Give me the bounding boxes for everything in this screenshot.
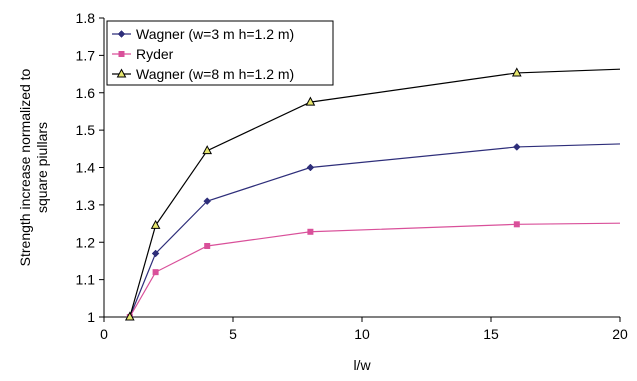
x-axis-ticks: 0 5 10 15 20 — [100, 317, 628, 342]
y-tick-label: 1.4 — [76, 160, 96, 176]
data-point — [202, 145, 213, 155]
data-point — [512, 143, 521, 151]
legend-label: Wagner (w=3 m h=1.2 m) — [136, 26, 294, 42]
legend-marker — [117, 30, 126, 38]
x-axis-label: l/w — [353, 357, 371, 373]
y-tick-label: 1 — [87, 309, 95, 325]
y-axis-label-line: Strength increase normalized to — [17, 68, 33, 266]
y-tick-label: 1.6 — [76, 85, 96, 101]
legend-item: Ryder — [112, 46, 174, 62]
data-point — [152, 269, 159, 276]
legend-label: Wagner (w=8 m h=1.2 m) — [136, 66, 294, 82]
x-tick-label: 20 — [612, 326, 628, 342]
data-point — [307, 228, 314, 235]
data-point — [513, 221, 520, 228]
series-line — [129, 222, 621, 318]
legend: Wagner (w=3 m h=1.2 m) Ryder Wagner (w=8 m… — [106, 20, 334, 86]
legend-item: Wagner (w=8 m h=1.2 m) — [112, 66, 294, 82]
data-point — [306, 163, 315, 172]
y-axis-label-line: square piullars — [34, 122, 50, 213]
series-group — [124, 67, 621, 321]
x-tick-label: 15 — [483, 326, 499, 342]
y-tick-label: 1.8 — [76, 10, 96, 26]
legend-marker — [118, 51, 125, 57]
data-point — [203, 197, 212, 205]
y-tick-label: 1.7 — [76, 47, 96, 63]
x-tick-label: 10 — [354, 326, 370, 342]
data-point — [204, 242, 211, 249]
y-tick-label: 1.3 — [76, 197, 96, 213]
legend-label: Ryder — [136, 46, 174, 62]
y-axis-ticks: 1 1.1 1.2 1.3 1.4 1.5 1.6 1.7 1.8 — [76, 10, 104, 325]
data-point — [151, 249, 160, 258]
series-line — [129, 143, 621, 318]
y-tick-label: 1.5 — [76, 122, 96, 138]
y-tick-label: 1.1 — [76, 272, 96, 288]
x-tick-label: 5 — [229, 326, 237, 342]
series-3 — [124, 67, 621, 321]
legend-item: Wagner (w=3 m h=1.2 m) — [112, 26, 294, 42]
legend-marker — [116, 68, 127, 78]
data-point — [305, 96, 316, 106]
data-point — [124, 311, 135, 321]
x-tick-label: 0 — [100, 326, 108, 342]
series-2 — [126, 221, 621, 320]
series-line — [129, 68, 621, 318]
legend-box — [106, 20, 334, 86]
series-1 — [125, 143, 621, 321]
data-point — [150, 219, 161, 229]
data-point — [511, 67, 522, 77]
y-tick-label: 1.2 — [76, 234, 96, 250]
y-axis-label: Strength increase normalized tosquare pi… — [17, 68, 50, 266]
